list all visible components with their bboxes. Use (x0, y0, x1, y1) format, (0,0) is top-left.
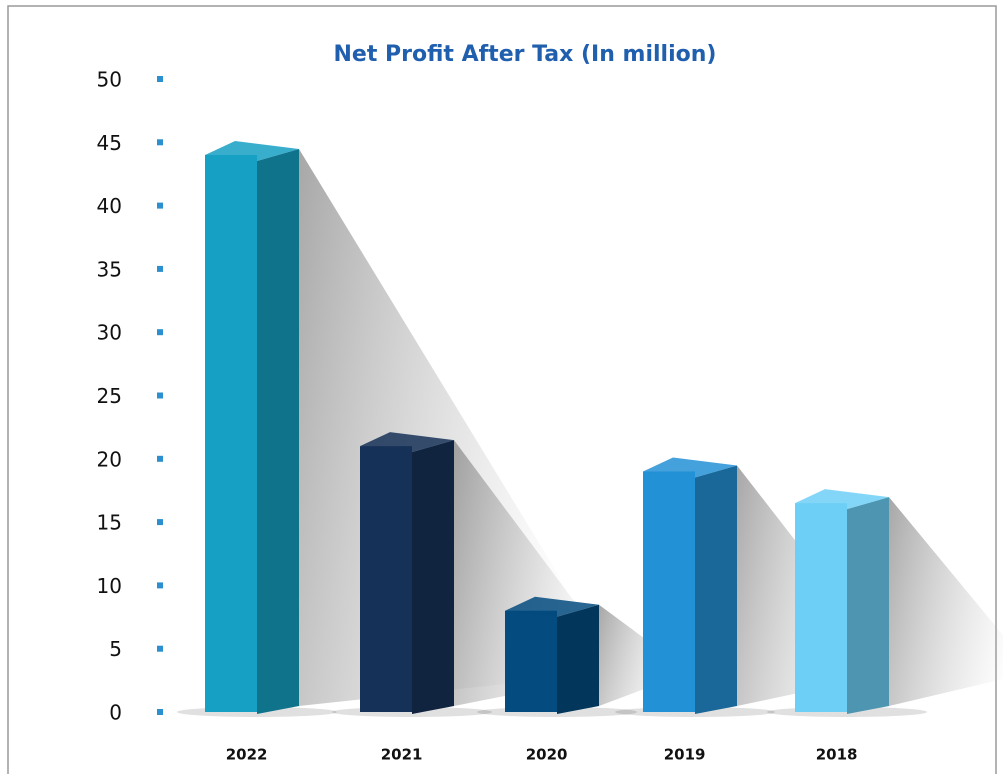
bar-front (643, 471, 695, 712)
bar-side (695, 465, 737, 714)
bar-side (257, 148, 299, 714)
bar-top (795, 489, 889, 510)
y-tick-mark (157, 709, 163, 715)
bar-side (412, 440, 454, 714)
bar-front (360, 446, 412, 712)
x-tick-label: 2021 (381, 746, 423, 764)
y-tick-label: 15 (97, 511, 122, 535)
y-tick-label: 45 (97, 131, 122, 155)
x-tick-label: 2018 (816, 746, 858, 764)
y-tick-mark (157, 455, 163, 462)
frame (7, 5, 997, 774)
bar-top (505, 596, 599, 617)
bar (477, 596, 690, 717)
y-tick-label: 35 (97, 257, 122, 281)
y-tick-mark (157, 645, 163, 652)
bar-side (847, 497, 889, 714)
y-tick-mark (157, 519, 163, 526)
y-tick-mark (157, 329, 163, 336)
y-tick-label: 20 (97, 447, 122, 471)
y-tick-label: 50 (97, 68, 122, 92)
y-tick-mark (157, 582, 163, 589)
bar-top (360, 432, 454, 453)
bar-shadow (889, 497, 1003, 706)
y-tick-mark (157, 139, 163, 146)
bar (767, 489, 1003, 717)
chart-title: Net Profit After Tax (In million) (334, 42, 717, 67)
bar-side (557, 604, 599, 714)
y-tick-mark (157, 392, 163, 399)
y-tick-label: 10 (97, 574, 122, 598)
y-tick-label: 5 (109, 637, 122, 661)
y-tick-label: 40 (97, 194, 122, 218)
bar-front (205, 154, 257, 712)
x-tick-label: 2019 (664, 746, 706, 764)
x-tick-label: 2020 (526, 746, 568, 764)
y-tick-label: 25 (97, 384, 122, 408)
y-tick-mark (157, 265, 163, 272)
y-tick-mark (157, 202, 163, 209)
bar-top (205, 140, 299, 161)
y-tick-mark (157, 76, 163, 82)
x-tick-label: 2022 (226, 746, 268, 764)
bar-top (643, 457, 737, 478)
y-tick-label: 0 (109, 701, 122, 725)
bar-front (505, 610, 557, 712)
y-tick-label: 30 (97, 321, 122, 345)
bar-front (795, 503, 847, 712)
